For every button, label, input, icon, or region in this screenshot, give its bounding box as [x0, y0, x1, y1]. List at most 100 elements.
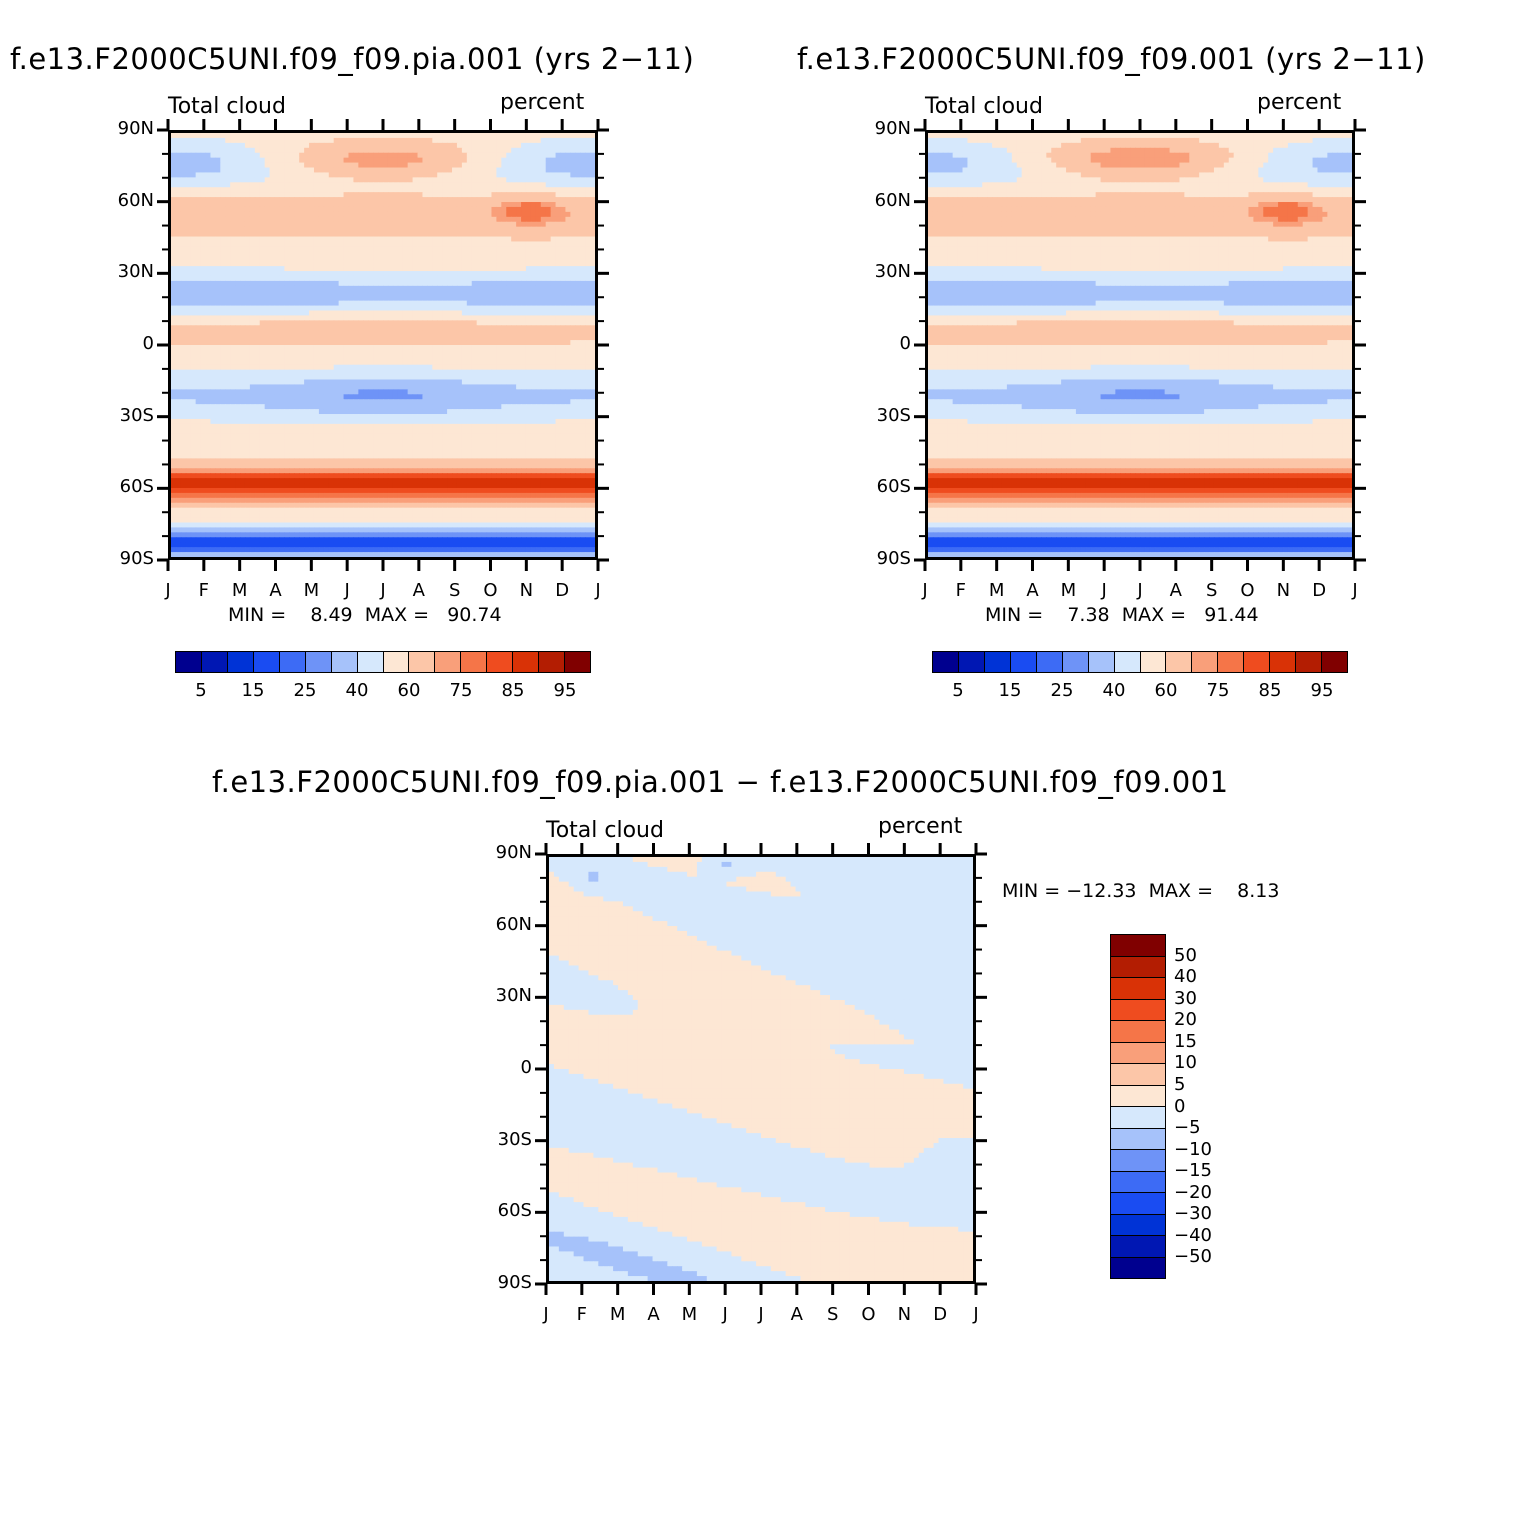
contour-cell [496, 187, 502, 193]
contour-cell [205, 414, 212, 420]
contour-cell [279, 266, 285, 272]
contour-cell [496, 414, 502, 420]
contour-cell [486, 172, 493, 178]
contour-cell [392, 305, 399, 312]
contour-cell [180, 374, 187, 381]
contour-cell [417, 335, 424, 341]
contour-cell [471, 241, 478, 247]
contour-cell [279, 241, 285, 247]
contour-cell [309, 206, 315, 213]
contour-cell [412, 182, 419, 188]
contour-cell [575, 147, 581, 154]
contour-cell [348, 359, 355, 366]
contour-cell [550, 162, 557, 169]
contour-cell [180, 157, 187, 164]
contour-cell [200, 325, 207, 331]
contour-cell [525, 167, 532, 174]
contour-cell [516, 271, 522, 277]
contour-cell [402, 374, 409, 381]
contour-cell [225, 305, 231, 312]
contour-cell [575, 261, 581, 267]
contour-cell [585, 345, 591, 351]
contour-cell [190, 418, 197, 425]
contour-cell [299, 379, 305, 386]
contour-cell [230, 374, 236, 381]
contour-cell [387, 221, 394, 228]
contour-cell [422, 379, 428, 386]
contour-cell [422, 172, 428, 178]
contour-cell [220, 177, 226, 183]
contour-cell [274, 325, 281, 331]
contour-cell [442, 404, 448, 410]
contour-cell [235, 280, 241, 287]
contour-cell [244, 354, 251, 361]
contour-cell [466, 226, 473, 233]
contour-cell [215, 359, 221, 366]
contour-cell [358, 182, 364, 188]
contour-cell [530, 206, 537, 213]
contour-cell [506, 261, 512, 267]
contour-cell [289, 261, 295, 267]
contour-cell [215, 414, 221, 420]
contour-cell [511, 133, 517, 139]
contour-cell [195, 369, 202, 376]
contour-cell [210, 285, 216, 292]
contour-cell [259, 379, 266, 386]
contour-cell [210, 369, 216, 376]
contour-cell [225, 266, 231, 272]
contour-cell [294, 162, 300, 169]
contour-cell [555, 251, 562, 257]
contour-cell [274, 152, 281, 159]
contour-cell [328, 231, 335, 238]
contour-cell [353, 310, 359, 317]
contour-cell [171, 345, 177, 351]
contour-cell [274, 133, 281, 139]
contour-cell [521, 300, 527, 307]
contour-cell [353, 379, 359, 386]
contour-cell [387, 394, 394, 400]
contour-cell [220, 349, 226, 356]
contour-cell [215, 349, 221, 356]
contour-cell [284, 414, 290, 420]
contour-cell [550, 409, 557, 415]
contour-cell [205, 256, 212, 262]
contour-cell [407, 315, 414, 321]
contour-cell [456, 236, 463, 243]
contour-cell [565, 261, 571, 267]
contour-cell [373, 261, 379, 267]
contour-cell [220, 162, 226, 169]
contour-cell [294, 414, 300, 420]
contour-cell [269, 389, 276, 395]
contour-cell [313, 142, 320, 149]
contour-cell [550, 206, 557, 213]
contour-cell [501, 137, 507, 144]
contour-cell [299, 369, 305, 376]
contour-cell [378, 197, 384, 203]
contour-cell [264, 379, 271, 386]
contour-cell [580, 246, 586, 252]
contour-cell [299, 241, 305, 247]
contour-cell [447, 206, 453, 213]
contour-cell [309, 394, 315, 400]
contour-cell [471, 261, 478, 267]
contour-cell [210, 414, 216, 420]
contour-cell [284, 231, 290, 238]
contour-cell [225, 177, 231, 183]
contour-cell [402, 226, 409, 233]
contour-cell [200, 241, 207, 247]
contour-cell [422, 157, 428, 164]
contour-cell [175, 206, 182, 213]
contour-cell [540, 231, 547, 238]
contour-cell [407, 349, 414, 356]
contour-cell [225, 359, 231, 366]
contour-cell [491, 172, 497, 178]
contour-cell [338, 261, 345, 267]
contour-cell [338, 231, 345, 238]
contour-cell [540, 211, 547, 218]
contour-cell [447, 182, 453, 188]
contour-cell [289, 236, 295, 243]
contour-cell [506, 295, 512, 302]
contour-cell [521, 236, 527, 243]
contour-cell [402, 300, 409, 307]
contour-cell [338, 290, 345, 297]
